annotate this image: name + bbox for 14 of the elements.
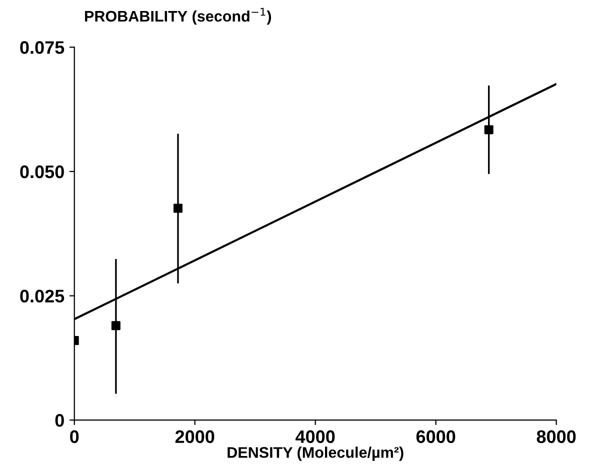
y-tick-label: 0.025 xyxy=(20,290,64,303)
y-tick-label: 0 xyxy=(55,414,64,427)
point xyxy=(111,321,120,330)
x-tick-label: 0 xyxy=(70,430,79,444)
x-axis-title: DENSITY (Molecule/µm²) xyxy=(228,446,404,461)
x-tick-label: 8000 xyxy=(536,430,576,444)
x-tick-label: 4000 xyxy=(296,430,335,444)
x-tick-label: 6000 xyxy=(416,430,456,444)
y-tick-label: 0.075 xyxy=(20,41,64,54)
point xyxy=(484,125,494,134)
point xyxy=(173,204,182,213)
x-tick-label: 2000 xyxy=(175,430,214,444)
y-tick-label: 0.050 xyxy=(20,165,64,178)
y-axis-title: PROBABILITY (second$^{−1}$) xyxy=(85,8,272,25)
